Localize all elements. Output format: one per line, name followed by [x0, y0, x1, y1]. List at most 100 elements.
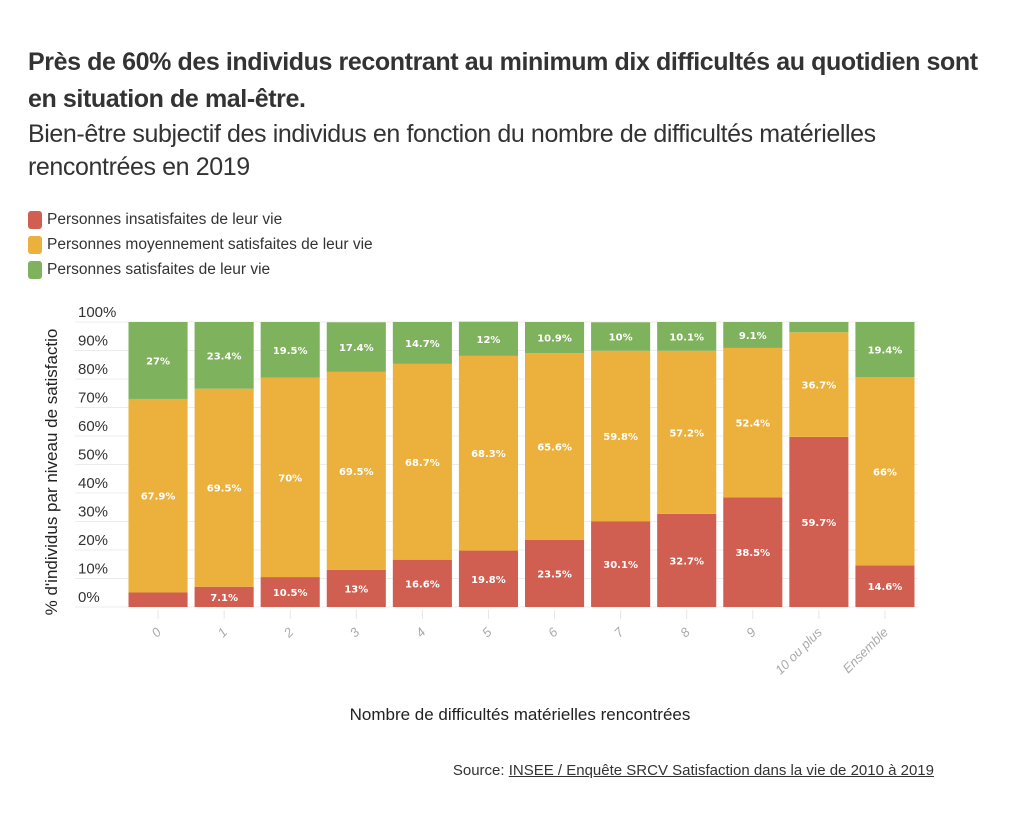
bar-segment[interactable]: [194, 322, 254, 389]
bar-data-label: 68.7%: [405, 458, 440, 469]
bar-data-label: 14.6%: [868, 582, 903, 593]
bar-group[interactable]: 16.6% 68.7% 14.7%: [392, 322, 452, 607]
bar-data-label: 13%: [344, 584, 368, 595]
legend-label: Personnes insatisfaites de leur vie: [47, 210, 283, 228]
x-tick-label: 3: [347, 624, 363, 640]
bar-group[interactable]: 19.8% 68.3% 12%: [458, 321, 518, 607]
bar-segment[interactable]: [723, 347, 783, 498]
bar-segment[interactable]: [723, 322, 783, 348]
bar-group[interactable]: 30.1% 59.8% 10%: [591, 322, 651, 607]
bar-data-label: 38.5%: [735, 548, 770, 559]
x-tick-label: 1: [215, 625, 231, 641]
x-tick-label: 0: [148, 624, 164, 640]
bar-group[interactable]: 23.5% 65.6% 10.9%: [525, 322, 585, 607]
bar-segment[interactable]: [458, 321, 518, 356]
bar-segment[interactable]: [591, 350, 651, 522]
x-axis-label: Nombre de difficultés matérielles rencon…: [349, 705, 691, 724]
bar-segment[interactable]: [657, 513, 717, 607]
bar-group[interactable]: 10.5% 70% 19.5%: [260, 322, 320, 607]
bar-data-label: 65.6%: [537, 443, 572, 454]
bar-segment[interactable]: [525, 322, 585, 354]
bar-data-label: 23.5%: [537, 570, 572, 581]
bar-segment[interactable]: [128, 592, 188, 607]
y-tick-label: 100%: [78, 304, 116, 321]
bar-segment[interactable]: [855, 377, 915, 566]
bar-segment[interactable]: [260, 577, 320, 607]
bar-group[interactable]: 14.6% 66% 19.4%: [855, 322, 915, 607]
x-tick-label: 6: [545, 624, 561, 640]
x-tick-label: 4: [413, 625, 429, 641]
y-tick-label: 90%: [78, 333, 108, 350]
bar-segment[interactable]: [260, 377, 320, 578]
bar-segment[interactable]: [128, 398, 188, 593]
bar-data-label: 17.4%: [339, 343, 374, 354]
bar-segment[interactable]: [855, 565, 915, 607]
bar-group[interactable]: 32.7% 57.2% 10.1%: [657, 322, 717, 607]
y-tick-label: 20%: [78, 532, 108, 549]
y-axis-label: % d'individus par niveau de satisfactio: [42, 329, 61, 616]
bar-segment[interactable]: [326, 371, 386, 570]
bar-group[interactable]: 59.7% 36.7%: [789, 322, 849, 607]
bar-segment[interactable]: [525, 540, 585, 607]
bar-segment[interactable]: [591, 521, 651, 607]
bar-data-label: 68.3%: [471, 449, 506, 460]
bar-segment[interactable]: [128, 322, 188, 399]
bar-segment[interactable]: [591, 322, 651, 351]
bar-segment[interactable]: [458, 550, 518, 607]
bar-data-label: 12%: [476, 335, 500, 346]
bar-data-label: 16.6%: [405, 579, 440, 590]
bars: 67.9% 27% 7.1% 69.5% 23.4% 10.5% 70% 19.5% 13% 69…: [128, 321, 915, 607]
source-link[interactable]: INSEE / Enquête SRCV Satisfaction dans l…: [508, 762, 934, 779]
chart-subtitle: Bien-être subjectif des individus en fon…: [28, 120, 876, 181]
y-tick-label: 40%: [78, 475, 108, 492]
bar-segment[interactable]: [657, 350, 717, 514]
bar-data-label: 23.4%: [207, 351, 242, 362]
bar-segment[interactable]: [723, 497, 783, 607]
bar-segment[interactable]: [326, 569, 386, 607]
y-tick-label: 10%: [78, 561, 108, 578]
legend-item-satisfaits[interactable]: Personnes satisfaites de leur vie: [28, 257, 373, 282]
bar-segment[interactable]: [260, 322, 320, 378]
bar-segment[interactable]: [789, 332, 849, 437]
bar-data-label: 19.5%: [273, 346, 308, 357]
bar-segment[interactable]: [392, 322, 452, 364]
x-tick-label: 2: [280, 624, 297, 641]
bar-segment[interactable]: [789, 322, 849, 333]
bar-data-label: 70%: [278, 473, 302, 484]
bar-segment[interactable]: [326, 322, 386, 372]
bar-segment[interactable]: [657, 322, 717, 351]
x-tick-label: 8: [677, 624, 693, 640]
legend-swatch-orange: [28, 235, 42, 254]
bar-segment[interactable]: [458, 355, 518, 551]
bar-data-label: 10.1%: [669, 332, 704, 343]
source-prefix: Source:: [452, 762, 509, 779]
legend-swatch-green: [28, 260, 42, 279]
y-axis-ticks: 0% 10% 20% 30% 40% 50% 60% 70% 80% 90% 100%: [78, 304, 116, 606]
bar-data-label: 67.9%: [141, 492, 176, 503]
bar-group[interactable]: 67.9% 27%: [128, 322, 188, 607]
bar-data-label: 19.4%: [868, 346, 903, 357]
bar-data-label: 59.8%: [603, 432, 638, 443]
source-note: Source: INSEE / Enquête SRCV Satisfactio…: [453, 762, 934, 779]
legend-item-moyens[interactable]: Personnes moyennement satisfaites de leu…: [28, 232, 373, 257]
bar-group[interactable]: 7.1% 69.5% 23.4%: [194, 322, 254, 607]
y-tick-label: 0%: [78, 589, 100, 606]
legend: Personnes insatisfaites de leur vie Pers…: [28, 207, 373, 282]
bar-group[interactable]: 38.5% 52.4% 9.1%: [723, 322, 783, 607]
bar-data-label: 7.1%: [210, 593, 238, 604]
bar-data-label: 52.4%: [735, 419, 770, 430]
bar-segment[interactable]: [789, 436, 849, 607]
bar-segment[interactable]: [525, 353, 585, 541]
bar-data-label: 9.1%: [739, 331, 767, 342]
legend-item-insatisfaits[interactable]: Personnes insatisfaites de leur vie: [28, 207, 373, 232]
bar-group[interactable]: 13% 69.5% 17.4%: [326, 322, 386, 607]
bar-segment[interactable]: [392, 363, 452, 560]
bar-segment[interactable]: [194, 586, 254, 607]
x-tick-label: 9: [743, 625, 759, 641]
bar-data-label: 59.7%: [802, 518, 837, 529]
bar-segment[interactable]: [194, 388, 254, 587]
x-tick-label: 5: [479, 624, 495, 640]
bar-segment[interactable]: [392, 559, 452, 607]
bar-segment[interactable]: [855, 322, 915, 378]
